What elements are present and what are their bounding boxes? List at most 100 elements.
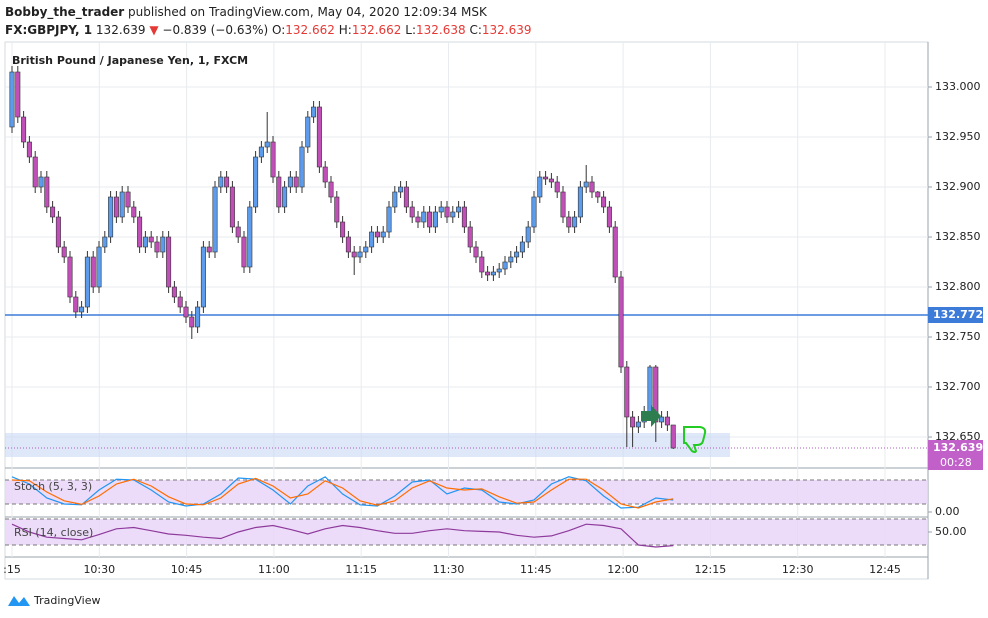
candle-body — [241, 236, 247, 268]
candle-body — [102, 236, 108, 248]
candle-body — [525, 226, 531, 243]
last-price-label-bg — [928, 440, 983, 470]
candle-body — [490, 271, 496, 276]
header-line-1: Bobby_the_trader published on TradingVie… — [5, 5, 488, 20]
change: −0.839 (−0.63%) — [162, 23, 268, 37]
candle-body — [519, 241, 525, 253]
header-line-2: FX:GBPJPY, 1 132.639 ▼ −0.839 (−0.63%) O… — [5, 23, 532, 37]
x-tick-label: 12:00 — [607, 563, 639, 576]
rsi-line — [11, 523, 674, 548]
candle-body — [67, 256, 73, 298]
candle-body — [108, 196, 114, 238]
candle-body — [334, 196, 340, 223]
y-tick-label: 132.800 — [935, 280, 981, 293]
h-value: 132.662 — [352, 23, 402, 37]
candle-body — [403, 186, 409, 208]
candle-body — [398, 186, 404, 193]
candle-body — [369, 231, 375, 248]
stoch-title: Stoch (5, 3, 3) — [14, 480, 92, 493]
x-tick-label: 11:15 — [345, 563, 377, 576]
y-tick-label: 0.00 — [935, 505, 960, 518]
x-tick-label: 12:15 — [695, 563, 727, 576]
zone — [5, 433, 730, 457]
candle-body — [543, 176, 549, 180]
candle-body — [479, 256, 485, 273]
published: published on TradingView.com, May 04, 20… — [124, 5, 488, 19]
candle-body — [212, 186, 218, 253]
candle-body — [264, 141, 270, 148]
last-price-label: 132.639 — [933, 441, 983, 454]
candle-body — [270, 141, 276, 178]
candle-body — [311, 106, 317, 118]
candle-body — [612, 226, 618, 278]
arrow-annotation — [641, 405, 661, 427]
y-tick-label: 132.900 — [935, 180, 981, 193]
candle-body — [409, 206, 415, 218]
last-price: 132.639 — [96, 23, 146, 37]
candle-body — [166, 236, 172, 288]
candle-body — [363, 246, 369, 253]
y-tick-label: 133.000 — [935, 80, 981, 93]
o-label: O: — [272, 23, 285, 37]
candle-body — [450, 211, 456, 218]
x-tick-label: 11:45 — [520, 563, 552, 576]
candle-body — [392, 191, 398, 208]
candle-body — [316, 106, 322, 168]
candle-body — [589, 181, 595, 193]
y-tick-label: 132.750 — [935, 330, 981, 343]
candle-body — [322, 166, 328, 183]
candle-body — [630, 416, 636, 428]
candle-body — [160, 236, 166, 253]
h-label: H: — [339, 23, 352, 37]
candle-body — [531, 196, 537, 228]
x-tick-label: 12:30 — [782, 563, 814, 576]
candle-body — [438, 206, 444, 213]
chart-title: British Pound / Japanese Yen, 1, FXCM — [12, 54, 248, 67]
candle-body — [624, 366, 630, 418]
symbol: FX:GBPJPY, 1 — [5, 23, 92, 37]
candle-body — [357, 251, 363, 258]
l-label: L: — [405, 23, 416, 37]
candle-body — [340, 221, 346, 238]
candle-body — [595, 191, 601, 198]
c-value: 132.639 — [482, 23, 532, 37]
candle-body — [247, 206, 253, 268]
y-tick-label: 132.850 — [935, 230, 981, 243]
candle-body — [427, 211, 433, 228]
candle-body — [90, 256, 96, 288]
o-value: 132.662 — [285, 23, 335, 37]
countdown: 00:28 — [940, 456, 972, 469]
candle-body — [305, 116, 311, 148]
candle-body — [73, 296, 79, 313]
candle-body — [125, 191, 131, 208]
candle-body — [386, 206, 392, 233]
y-tick-label: 50.00 — [935, 525, 967, 538]
candle-body — [601, 196, 607, 208]
brand: TradingView — [33, 594, 100, 607]
candle-body — [299, 146, 305, 188]
candle-body — [50, 206, 56, 218]
candle-body — [200, 246, 206, 308]
x-tick-label: :15 — [3, 563, 21, 576]
candle-body — [26, 141, 32, 158]
thumbs-down-annotation — [683, 426, 707, 453]
candle-body — [444, 206, 450, 218]
candle-body — [415, 216, 421, 223]
candle-body — [235, 226, 241, 238]
candle-body — [461, 206, 467, 228]
candle-body — [653, 366, 659, 423]
candle-body — [583, 181, 589, 188]
candle-body — [374, 231, 380, 238]
candle-body — [473, 246, 479, 258]
candle-body — [44, 176, 50, 208]
candle-body — [15, 71, 21, 118]
candle-body — [496, 268, 502, 273]
candle-body — [113, 196, 119, 218]
candle-body — [258, 146, 264, 158]
candle-body — [119, 191, 125, 218]
candle-body — [154, 241, 160, 253]
candle-body — [606, 206, 612, 228]
